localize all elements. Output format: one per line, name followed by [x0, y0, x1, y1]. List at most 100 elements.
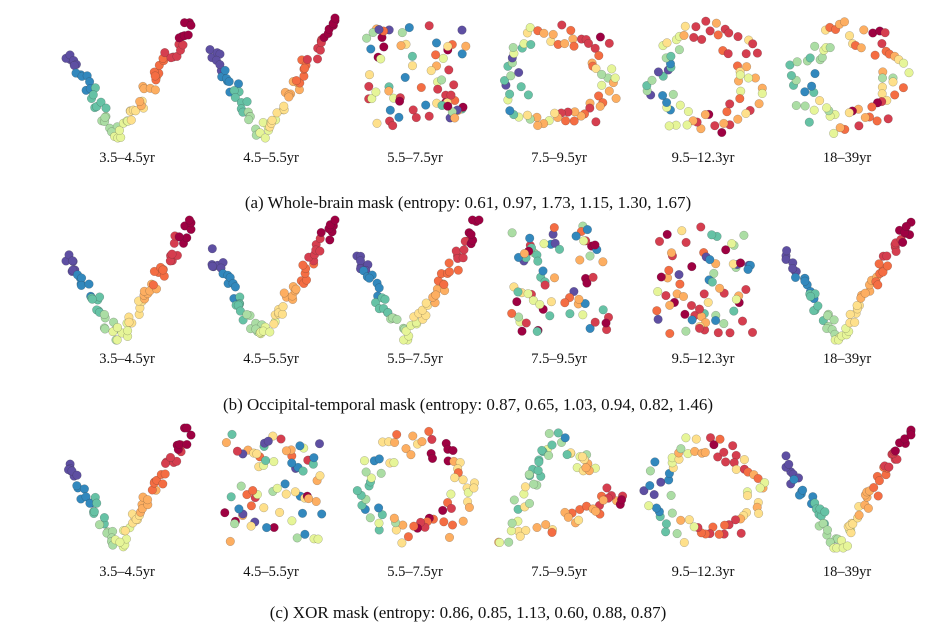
scatter-point	[661, 527, 671, 537]
scatter-point	[792, 57, 802, 67]
scatter-point	[652, 306, 662, 316]
scatter-point	[727, 239, 737, 249]
scatter-point	[100, 112, 110, 122]
scatter-point	[313, 534, 323, 544]
panel-label-b6: 18–39yr	[822, 351, 872, 367]
scatter-point	[148, 280, 158, 290]
scatter-point	[537, 445, 547, 455]
scatter-point	[315, 45, 325, 55]
scatter-point	[437, 75, 447, 85]
scatter-point	[242, 97, 252, 107]
scatter-point	[653, 287, 663, 297]
scatter-point	[722, 107, 732, 117]
scatter-point	[709, 440, 719, 450]
panel-label-a5: 9.5–12.3yr	[671, 150, 735, 166]
scatter-point	[523, 289, 533, 299]
scatter-point	[854, 510, 864, 520]
scatter-point	[883, 114, 893, 124]
scatter-point	[280, 479, 290, 489]
scatter-point	[424, 426, 434, 436]
scatter-point	[376, 468, 386, 478]
scatter-point	[149, 266, 159, 276]
scatter-point	[839, 17, 850, 27]
scatter-point	[705, 26, 715, 36]
scatter-point	[390, 437, 400, 448]
scatter-panel-c6	[781, 425, 916, 553]
scatter-point	[521, 318, 531, 328]
scatter-point	[544, 428, 554, 439]
panel-label-b5: 9.5–12.3yr	[671, 351, 735, 367]
scatter-point	[325, 235, 335, 245]
scatter-point	[72, 481, 82, 491]
scatter-point	[505, 106, 515, 116]
scatter-point	[438, 53, 448, 63]
scatter-point	[528, 295, 538, 305]
scatter-point	[549, 223, 559, 233]
scatter-point	[374, 454, 384, 464]
scatter-point	[696, 222, 706, 232]
scatter-point	[284, 92, 294, 102]
scatter-point	[666, 248, 677, 258]
scatter-point	[731, 464, 741, 474]
scatter-point	[682, 120, 692, 130]
scatter-point	[407, 61, 418, 71]
scatter-point	[684, 515, 694, 525]
scatter-point	[541, 520, 551, 530]
scatter-point	[450, 113, 460, 123]
scatter-point	[647, 75, 657, 85]
scatter-point	[234, 504, 244, 514]
scatter-point	[366, 473, 376, 483]
scatter-point	[666, 490, 676, 500]
scatter-panel-b6	[781, 217, 916, 345]
scatter-point	[509, 495, 519, 505]
scatter-point	[244, 115, 254, 125]
scatter-point	[424, 111, 434, 121]
scatter-point	[304, 494, 314, 504]
scatter-point	[873, 280, 883, 290]
scatter-point	[364, 70, 375, 80]
scatter-point	[870, 50, 880, 60]
scatter-point	[691, 22, 701, 32]
scatter-point	[160, 48, 170, 58]
scatter-point	[714, 529, 724, 539]
scatter-point	[539, 239, 549, 249]
scatter-point	[680, 21, 690, 31]
scatter-point	[431, 50, 441, 60]
scatter-point	[143, 495, 153, 505]
scatter-point	[683, 106, 693, 117]
scatter-point	[725, 328, 735, 338]
scatter-point	[588, 272, 598, 282]
scatter-point	[291, 76, 301, 86]
scatter-point	[450, 473, 460, 483]
scatter-point	[312, 54, 323, 64]
scatter-point	[719, 118, 729, 128]
scatter-point	[733, 32, 743, 42]
scatter-point	[560, 433, 570, 443]
scatter-point	[395, 96, 405, 106]
scatter-point	[574, 515, 584, 525]
scatter-point	[582, 278, 592, 288]
scatter-point	[466, 229, 476, 239]
scatter-point	[514, 67, 524, 78]
scatter-point	[279, 288, 289, 298]
scatter-point	[535, 299, 545, 310]
scatter-point	[459, 245, 469, 255]
scatter-point	[790, 272, 801, 283]
scatter-point	[585, 323, 595, 333]
scatter-point	[644, 501, 654, 511]
scatter-point	[547, 440, 557, 450]
scatter-point	[754, 99, 764, 109]
scatter-point	[207, 244, 217, 254]
scatter-point	[446, 503, 456, 513]
scatter-point	[882, 261, 893, 271]
scatter-point	[805, 53, 815, 63]
panel-label-b4: 7.5–9.5yr	[531, 351, 587, 367]
scatter-point	[715, 434, 725, 444]
scatter-point	[508, 42, 518, 53]
scatter-point	[597, 69, 607, 79]
scatter-point	[687, 315, 697, 325]
scatter-point	[458, 253, 468, 263]
scatter-point	[590, 240, 600, 250]
scatter-point	[681, 237, 691, 247]
panel-label-c6: 18–39yr	[822, 564, 872, 580]
